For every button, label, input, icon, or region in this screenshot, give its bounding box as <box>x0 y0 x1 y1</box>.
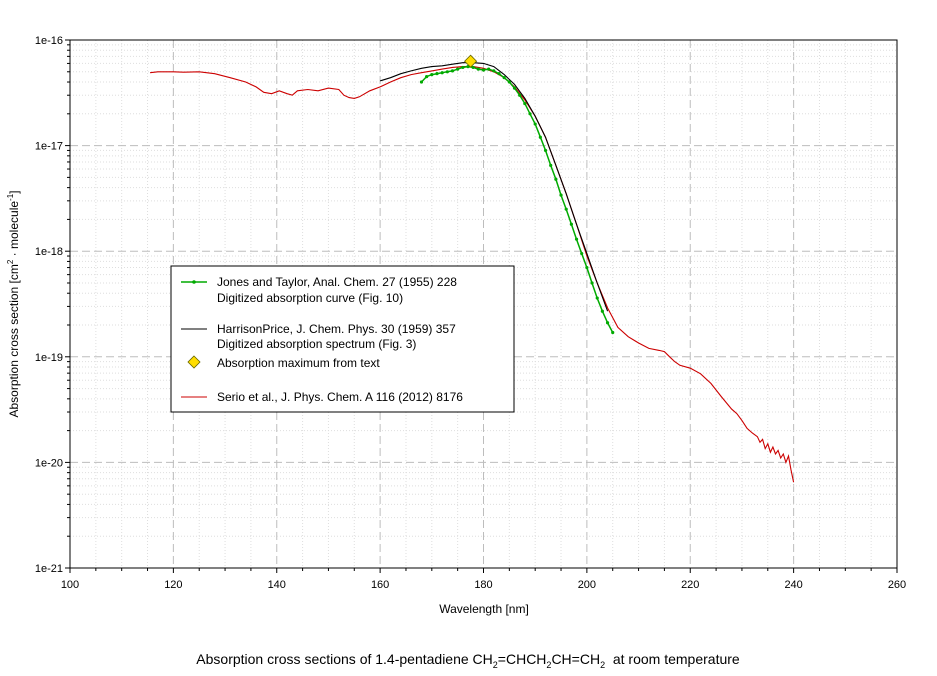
data-point-jones <box>549 163 553 167</box>
data-point-jones <box>471 65 475 70</box>
y-tick-label: 1e-19 <box>35 352 63 364</box>
x-tick-label: 260 <box>888 579 906 591</box>
x-axis-ticks: 100 120 140 160 180 200 220 240 260 <box>61 568 906 591</box>
data-point-jones <box>574 237 579 241</box>
chart-caption: Absorption cross sections of 1.4-pentadi… <box>196 651 740 670</box>
y-axis-label: Absorption cross section [cm2 · molecule… <box>6 190 21 417</box>
data-point-jones <box>476 67 480 71</box>
legend-box <box>170 265 515 413</box>
data-point-jones <box>461 65 465 70</box>
data-point-jones <box>538 135 542 139</box>
x-tick-label: 200 <box>578 579 596 591</box>
series-jones-taylor <box>419 64 615 335</box>
data-point-jones <box>440 71 444 75</box>
data-point-jones <box>487 67 491 71</box>
data-point-jones <box>450 69 455 73</box>
legend-label-harrison: HarrisonPrice, J. Chem. Phys. 30 (1959) … <box>217 322 456 336</box>
y-tick-label: 1e-17 <box>35 141 63 153</box>
x-axis-label: Wavelength [nm] <box>439 602 529 616</box>
data-point-jones <box>419 80 424 84</box>
legend-label-jones-2: Digitized absorption curve (Fig. 10) <box>217 291 403 305</box>
legend-label-jones: Jones and Taylor, Anal. Chem. 27 (1955) … <box>217 275 457 289</box>
data-point-jones <box>590 281 594 285</box>
data-point-jones <box>507 80 511 84</box>
series-harrison-price-line <box>379 62 609 312</box>
series-harrison-price <box>379 62 609 312</box>
data-point-jones <box>595 296 599 300</box>
data-point-jones <box>569 222 573 226</box>
data-point-jones <box>492 69 496 73</box>
series-absorption-maximum <box>464 54 478 68</box>
data-point-jones <box>585 265 589 270</box>
legend: Jones and Taylor, Anal. Chem. 27 (1955) … <box>170 265 515 413</box>
x-tick-label: 120 <box>164 579 182 591</box>
data-point-jones <box>523 101 527 106</box>
data-point-jones <box>497 72 501 76</box>
data-point-jones <box>533 122 537 126</box>
x-tick-label: 100 <box>61 579 79 591</box>
series-layer <box>150 54 795 483</box>
x-tick-label: 240 <box>784 579 802 591</box>
data-point-jones <box>564 207 568 211</box>
data-point-jones <box>554 177 558 181</box>
data-point-jones <box>456 67 460 71</box>
data-point-jones <box>580 251 584 256</box>
data-point-jones <box>512 86 517 90</box>
data-point-jones <box>430 73 434 77</box>
y-tick-label: 1e-21 <box>35 563 63 575</box>
data-point-jones <box>425 75 429 79</box>
y-tick-label: 1e-20 <box>35 457 63 469</box>
data-point-jones <box>528 112 532 116</box>
y-tick-label: 1e-18 <box>35 246 63 258</box>
data-point-jones <box>605 321 610 325</box>
x-tick-label: 220 <box>681 579 699 591</box>
legend-label-maximum: Absorption maximum from text <box>217 356 380 370</box>
x-tick-label: 160 <box>371 579 389 591</box>
x-tick-label: 140 <box>268 579 286 591</box>
data-point-jones <box>518 93 522 97</box>
data-point-jones <box>445 70 449 74</box>
data-point-jones <box>543 148 548 153</box>
legend-label-serio: Serio et al., J. Phys. Chem. A 116 (2012… <box>217 390 463 404</box>
data-point-jones <box>611 330 615 335</box>
data-point-jones <box>559 193 563 197</box>
data-point-jones <box>481 68 486 72</box>
legend-marker-jones <box>192 280 196 284</box>
x-tick-label: 180 <box>474 579 492 591</box>
data-point-jones <box>600 309 604 313</box>
y-axis-ticks: 1e-21 1e-20 1e-19 1e-18 1e-17 1e-16 <box>35 35 70 575</box>
legend-marker-maximum <box>187 355 201 369</box>
data-point-jones <box>502 76 506 80</box>
legend-label-harrison-2: Digitized absorption spectrum (Fig. 3) <box>217 337 416 351</box>
data-point-jones <box>435 72 439 76</box>
data-point-maximum <box>464 54 478 68</box>
y-tick-label: 1e-16 <box>35 35 63 47</box>
